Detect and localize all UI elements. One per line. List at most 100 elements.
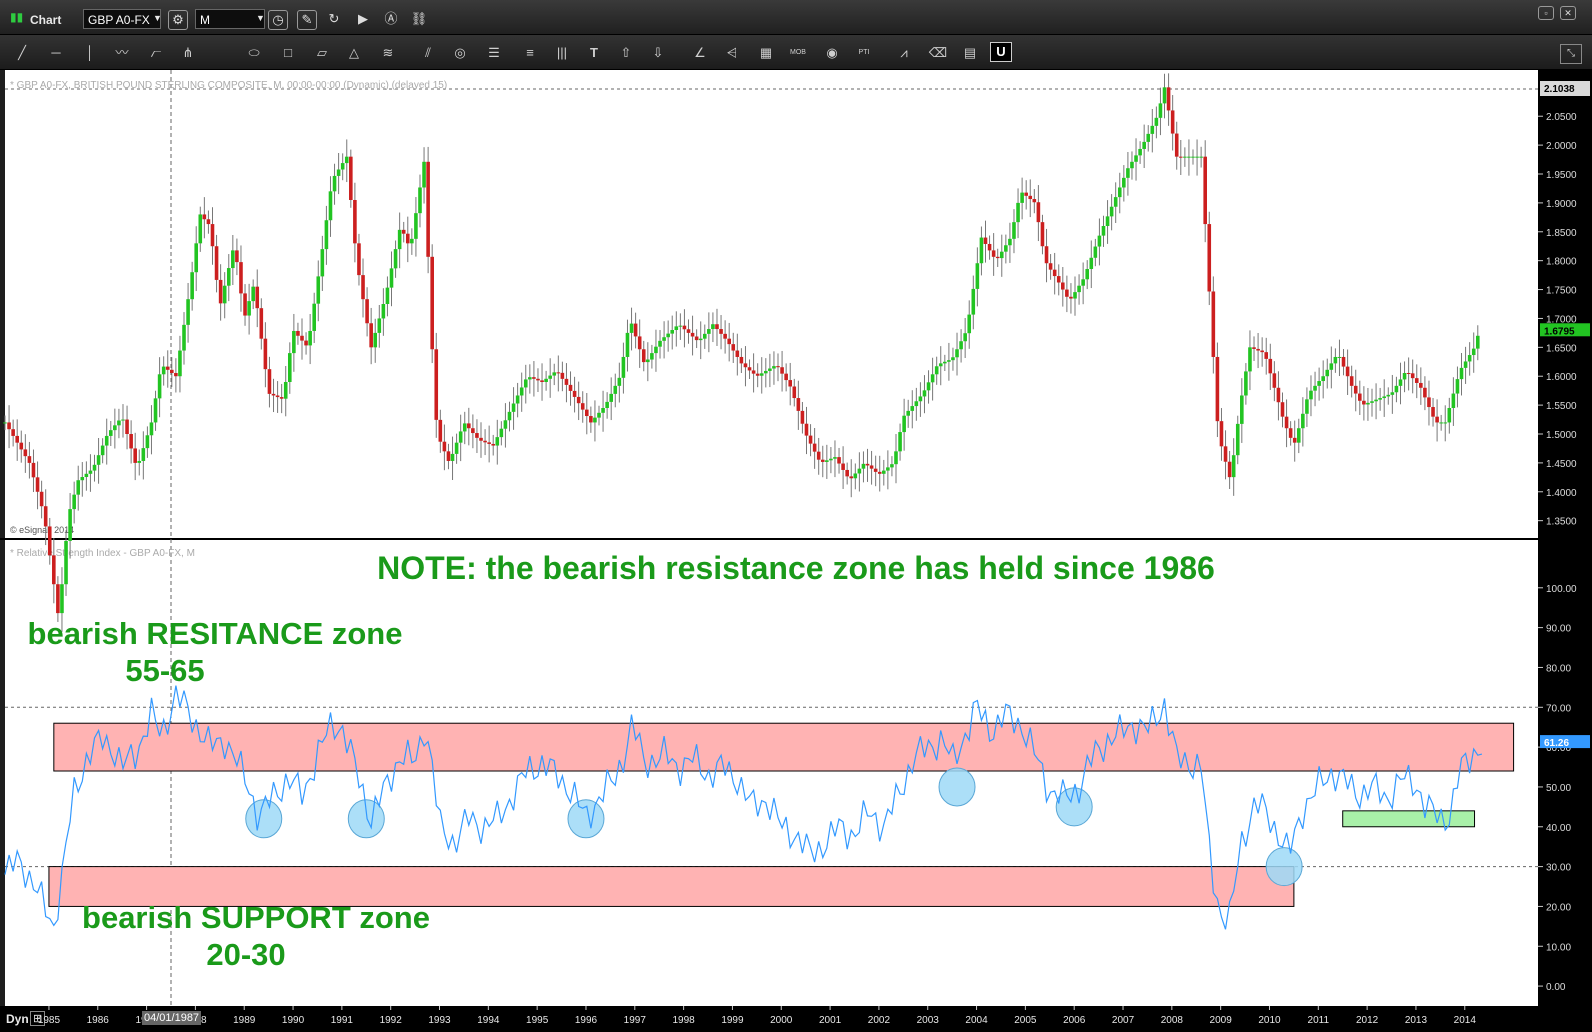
interval-input[interactable]: M <box>195 9 265 29</box>
down-arrow-tool-icon[interactable]: ⇩ <box>652 45 664 60</box>
candle-body <box>796 398 801 411</box>
candle-body <box>145 435 150 449</box>
play-icon[interactable]: ▶ <box>358 11 368 26</box>
candle-body <box>491 443 496 446</box>
angle-tool-icon[interactable]: ∠ <box>694 45 706 60</box>
magnet-tool-icon[interactable]: U <box>990 42 1012 62</box>
candle-body <box>580 403 585 410</box>
horizontal-line-tool-icon[interactable]: ─ <box>51 45 61 60</box>
candle-body <box>975 263 980 289</box>
interval-dropdown-icon[interactable]: ▼ <box>256 13 265 23</box>
candle-body <box>1252 347 1256 349</box>
candle-body <box>72 494 76 510</box>
candle-body <box>231 250 235 269</box>
time-zones-tool-icon[interactable]: ≡ <box>526 45 534 60</box>
channel-tool-icon[interactable]: ≋ <box>382 45 394 60</box>
candle-body <box>35 477 40 492</box>
target-tool-icon[interactable]: ◎ <box>454 45 466 60</box>
pitchfork-tool-icon[interactable]: ⋔ <box>182 45 194 60</box>
pti-tool[interactable]: PTI <box>858 49 870 56</box>
candle-body <box>646 359 650 363</box>
cursor-date-label: 04/01/1987 <box>142 1011 202 1025</box>
refresh-icon[interactable]: ↻ <box>328 11 340 26</box>
chart-canvas[interactable]: * GBP A0-FX, BRITISH POUND STERLING COMP… <box>0 0 1592 1006</box>
regression-tool-icon[interactable]: ⫽ <box>425 45 431 60</box>
price-panel-header: * GBP A0-FX, BRITISH POUND STERLING COMP… <box>10 80 447 91</box>
candle-body <box>1471 348 1476 356</box>
link-icon[interactable]: ⛓ <box>410 11 428 26</box>
alert-icon[interactable]: Ⓐ <box>384 11 398 26</box>
expand-icon[interactable]: ⤡ <box>1560 44 1582 64</box>
candle-body <box>800 410 805 424</box>
mob-tool[interactable]: MOB <box>790 49 806 56</box>
ellipse-tool-icon[interactable]: ⬭ <box>248 45 260 60</box>
fan-tool-icon[interactable]: ⦧ <box>150 45 162 60</box>
candle-body <box>723 333 727 339</box>
eye-tool-icon[interactable]: ◉ <box>826 45 838 60</box>
candle-body <box>1325 369 1330 377</box>
candle-body <box>393 249 398 269</box>
triangle-tool-icon[interactable]: △ <box>349 45 359 60</box>
candle-body <box>39 491 44 507</box>
rectangle-tool-icon[interactable]: □ <box>284 45 292 60</box>
candle-body <box>698 338 703 341</box>
price-tick-label: 1.5000 <box>1546 430 1577 441</box>
candle-body <box>80 477 85 481</box>
candle-body <box>951 357 955 361</box>
eraser-tool-icon[interactable]: ⌫ <box>928 45 948 60</box>
candle-body <box>637 336 642 350</box>
vertical-line-tool-icon[interactable]: │ <box>85 45 95 60</box>
year-label: 2005 <box>1014 1015 1037 1026</box>
candle-body <box>157 374 162 399</box>
year-label: 1996 <box>575 1015 598 1026</box>
year-label: 2002 <box>868 1015 891 1026</box>
candle-body <box>267 369 272 394</box>
candle-body <box>890 464 894 468</box>
candle-body <box>1142 141 1146 149</box>
close-window-icon[interactable]: ✕ <box>1560 6 1576 20</box>
dyn-label[interactable]: Dyn <box>6 1012 29 1026</box>
candle-body <box>287 353 292 382</box>
candle-body <box>1374 399 1378 402</box>
up-arrow-tool-icon[interactable]: ⇧ <box>620 45 632 60</box>
candle-body <box>113 425 117 431</box>
speed-lines-tool-icon[interactable]: ⩤ <box>726 45 738 60</box>
candle-body <box>430 256 434 350</box>
text-tool[interactable]: T <box>590 45 598 60</box>
restore-window-icon[interactable]: ▫ <box>1538 6 1554 20</box>
rsi-tick-label: 10.00 <box>1546 942 1571 953</box>
fibonacci-tool-icon[interactable]: ☰ <box>488 45 500 60</box>
symbol-dropdown-icon[interactable]: ▼ <box>153 13 162 23</box>
candle-body <box>1398 379 1403 386</box>
clock-icon[interactable]: ◷ <box>268 10 288 30</box>
candle-body <box>279 397 284 399</box>
comment-tool-icon[interactable]: ▤ <box>963 45 977 60</box>
cycle-lines-tool-icon[interactable]: ||| <box>556 45 568 60</box>
candle-body <box>182 324 186 351</box>
freehand-tool-icon[interactable]: 〰 <box>115 45 129 60</box>
fan-line-tool-icon[interactable]: ⩘ <box>900 45 908 60</box>
candle-body <box>943 361 947 364</box>
grid-tool-icon[interactable]: ▦ <box>759 45 773 60</box>
year-label: 2011 <box>1308 1015 1330 1026</box>
candle-body <box>369 323 373 348</box>
zoom-icon[interactable]: ⊞ <box>30 1011 46 1026</box>
line-tool-icon[interactable]: ╱ <box>18 45 26 60</box>
candle-body <box>808 435 813 444</box>
candle-body <box>68 509 72 541</box>
candle-body <box>967 314 972 334</box>
year-label: 2001 <box>819 1015 842 1026</box>
parallelogram-tool-icon[interactable]: ▱ <box>317 45 327 60</box>
candle-body <box>389 268 394 288</box>
candle-body <box>1345 366 1350 377</box>
candle-body <box>275 395 280 398</box>
candle-body <box>999 251 1004 259</box>
candle-body <box>1166 87 1171 111</box>
rsi-test-circle <box>245 799 283 839</box>
candle-body <box>308 330 312 346</box>
symbol-settings-icon[interactable]: ⚙ <box>168 10 188 30</box>
candle-body <box>1065 289 1069 297</box>
pencil-icon[interactable]: ✎ <box>297 10 317 30</box>
candle-body <box>1431 407 1435 417</box>
symbol-input[interactable]: GBP A0-FX <box>83 9 161 29</box>
